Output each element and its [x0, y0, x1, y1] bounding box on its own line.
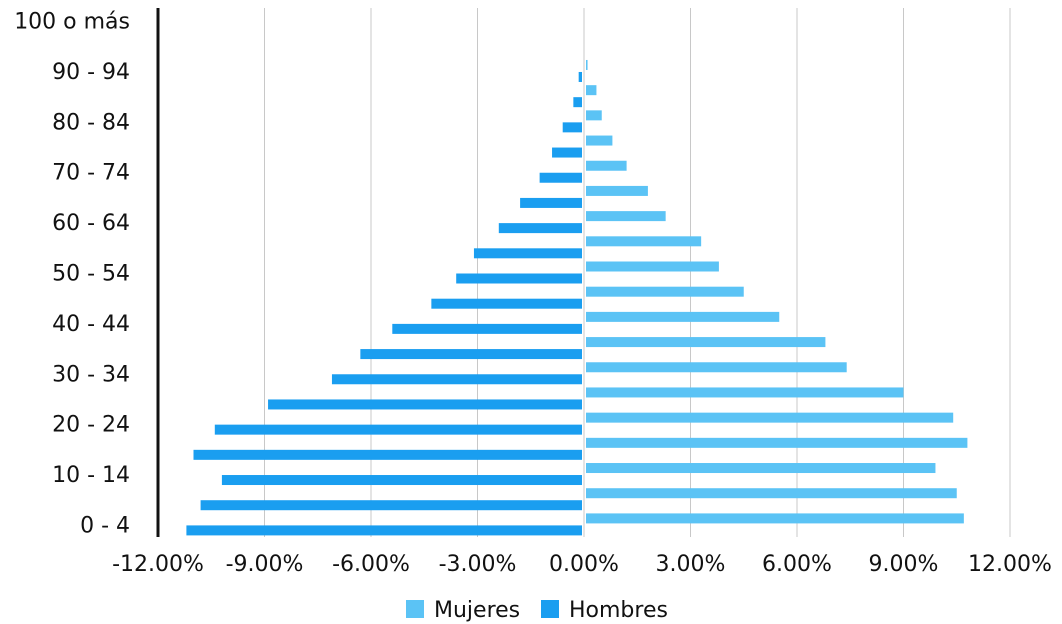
bar-hombres	[456, 273, 582, 284]
x-tick-labels: -12.00% -9.00% -6.00% -3.00% 0.00% 3.00% 6.00%…	[112, 552, 1052, 577]
x-tick-label: 9.00%	[869, 552, 939, 577]
bar-hombres	[552, 147, 582, 158]
x-tick-label: -3.00%	[439, 552, 517, 577]
bar-mujeres	[586, 387, 904, 398]
bar-hombres	[539, 172, 582, 183]
y-tick-labels: 0 - 4 10 - 14 20 - 24 30 - 34 40 - 44 50 - 54…	[14, 10, 130, 539]
bar-mujeres	[586, 135, 613, 146]
bar-mujeres	[586, 337, 826, 348]
y-tick-label: 0 - 4	[80, 513, 130, 538]
bar-mujeres	[586, 59, 588, 70]
bar-mujeres	[586, 488, 957, 499]
y-tick-label: 80 - 84	[52, 110, 130, 135]
bar-mujeres	[586, 185, 648, 196]
bar-hombres	[498, 223, 582, 234]
bar-hombres	[520, 197, 582, 208]
legend-label-mujeres: Mujeres	[434, 598, 520, 623]
bar-mujeres	[586, 211, 666, 222]
bar-hombres	[268, 399, 582, 410]
bar-mujeres	[586, 160, 627, 171]
bar-hombres	[186, 525, 582, 536]
bar-hombres	[473, 248, 582, 259]
y-tick-label: 20 - 24	[52, 413, 130, 438]
gridlines	[264, 8, 1011, 537]
bar-mujeres	[586, 236, 702, 247]
bar-mujeres	[586, 412, 954, 423]
bar-mujeres	[586, 437, 968, 448]
x-tick-label: -9.00%	[226, 552, 304, 577]
bar-hombres	[578, 71, 582, 82]
bar-hombres	[193, 449, 582, 460]
y-tick-label: 50 - 54	[52, 262, 130, 287]
bars	[186, 59, 968, 536]
bar-hombres	[200, 500, 582, 511]
x-tick-label: 12.00%	[968, 552, 1052, 577]
x-tick-label: -12.00%	[112, 552, 204, 577]
legend-swatch-hombres	[541, 600, 559, 618]
bar-mujeres	[586, 85, 597, 96]
bar-mujeres	[586, 463, 936, 474]
bar-mujeres	[586, 261, 719, 272]
bar-hombres	[392, 323, 582, 334]
bar-hombres	[331, 374, 582, 385]
bar-hombres	[573, 97, 582, 108]
bar-hombres	[431, 298, 582, 309]
y-tick-label: 10 - 14	[52, 463, 130, 488]
bar-hombres	[214, 424, 583, 435]
y-tick-label: 60 - 64	[52, 211, 130, 236]
y-tick-label: 70 - 74	[52, 161, 130, 186]
x-tick-label: 3.00%	[656, 552, 726, 577]
bar-hombres	[221, 475, 582, 486]
bar-hombres	[360, 349, 582, 360]
bar-mujeres	[586, 362, 847, 373]
bar-mujeres	[586, 286, 744, 297]
y-tick-label: 30 - 34	[52, 362, 130, 387]
bar-mujeres	[586, 110, 602, 121]
legend: Mujeres Hombres	[406, 598, 668, 623]
legend-label-hombres: Hombres	[569, 598, 668, 623]
bar-mujeres	[586, 311, 780, 322]
y-tick-label: 100 o más	[14, 10, 130, 35]
legend-swatch-mujeres	[406, 600, 424, 618]
bar-hombres	[562, 122, 582, 133]
x-tick-label: 6.00%	[762, 552, 832, 577]
y-tick-label: 90 - 94	[52, 60, 130, 85]
x-tick-label: 0.00%	[549, 552, 619, 577]
x-tick-label: -6.00%	[332, 552, 410, 577]
y-tick-label: 40 - 44	[52, 312, 130, 337]
bar-mujeres	[586, 513, 964, 524]
